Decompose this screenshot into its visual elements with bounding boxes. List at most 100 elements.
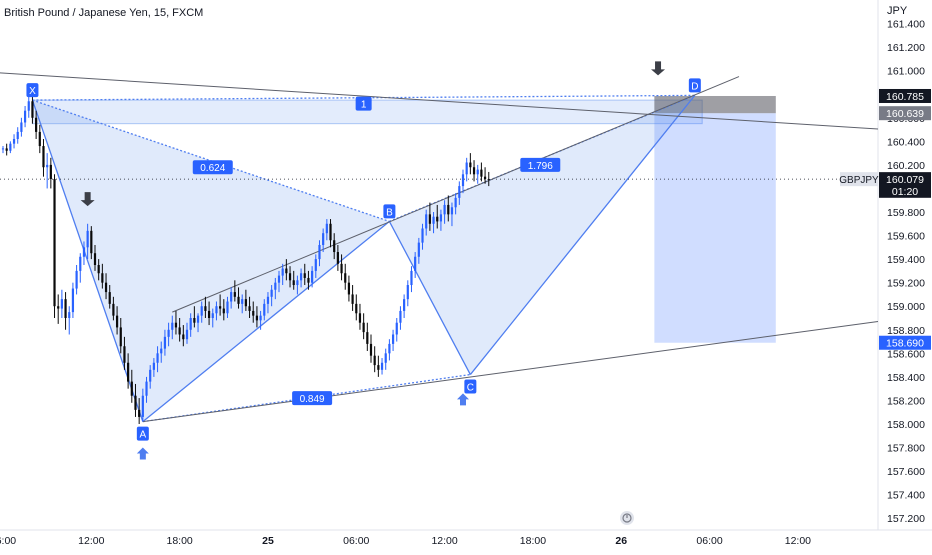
candle-body	[403, 299, 406, 311]
candle-body	[222, 308, 225, 314]
candle-body	[49, 164, 52, 180]
candle-body	[358, 313, 362, 323]
candle-body	[130, 381, 133, 396]
x-tick-label: 25	[262, 535, 274, 547]
point-label-bg	[26, 83, 39, 98]
candle-body	[82, 247, 86, 257]
candle-body	[285, 268, 288, 274]
candle-body	[112, 303, 115, 316]
candle-body	[23, 110, 27, 123]
y-tick-label: 161.400	[887, 19, 925, 31]
y-tick-label: 159.000	[887, 301, 925, 313]
candle-body	[421, 228, 424, 243]
price-badge-bg	[879, 106, 931, 121]
currency-label: JPY	[887, 5, 908, 17]
candle-body	[266, 296, 270, 304]
candle-body	[476, 169, 479, 175]
candle-body	[149, 369, 152, 382]
candle-body	[395, 322, 398, 335]
candle-body	[263, 303, 266, 316]
candle-body	[461, 174, 465, 187]
candle-body	[90, 230, 93, 254]
x-tick-label: 12:00	[78, 535, 104, 547]
candle-body	[299, 273, 303, 281]
candle-body	[417, 242, 420, 257]
y-tick-label: 158.000	[887, 419, 925, 431]
price-badge: 160.785	[886, 91, 924, 103]
candle-body	[211, 313, 214, 318]
candle-body	[380, 362, 384, 370]
ratio-label-bg	[520, 157, 561, 172]
arrow-up-icon	[457, 393, 469, 406]
candle-body	[31, 101, 34, 118]
candle-body	[16, 131, 19, 139]
x-tick-label: 26	[615, 535, 627, 547]
ab-leg	[142, 220, 390, 423]
candle-body	[362, 322, 365, 333]
labels-layer: X A B C D 1 0.624 1.796 0.849	[26, 78, 701, 441]
candle-body	[366, 332, 369, 344]
ratio-label-bg	[192, 160, 233, 175]
y-tick-label: 159.800	[887, 207, 925, 219]
candle-body	[241, 299, 244, 304]
candle-body	[193, 318, 196, 323]
candle-body	[333, 240, 336, 253]
candle-body	[75, 270, 78, 289]
candle-body	[226, 301, 229, 314]
price-badge: 160.639	[886, 108, 924, 120]
candle-body	[369, 343, 373, 356]
candle-body	[469, 162, 472, 168]
position-box-layer	[654, 95, 776, 343]
ratio-label: 1	[361, 100, 367, 111]
price-badge-bg	[879, 88, 931, 103]
x-tick-label: 12:00	[431, 535, 457, 547]
price-badge-bg	[879, 183, 931, 198]
candle-body	[53, 179, 56, 307]
candle-body	[156, 353, 159, 363]
candle-body	[270, 289, 273, 297]
candle-body	[12, 138, 16, 144]
candle-body	[9, 143, 12, 151]
candle-body	[311, 270, 314, 283]
x-tick-label: 06:00	[343, 535, 369, 547]
candle-body	[237, 296, 240, 304]
y-tick-label: 157.200	[887, 513, 925, 525]
price-badge-bg	[879, 335, 931, 350]
candle-body	[178, 327, 181, 335]
bc-leg	[388, 221, 471, 375]
x-axis-ticks: 06:00 12:00 18:00 25 06:00 12:00 18:00 26 06:00 1…	[0, 535, 811, 547]
candle-body	[483, 176, 487, 180]
candle-body	[71, 288, 75, 313]
candle-body	[68, 312, 71, 318]
candle-body	[134, 395, 137, 410]
candle-body	[388, 343, 391, 354]
candle-body	[425, 214, 428, 229]
price-badge: 01:20	[892, 186, 918, 198]
candle-body	[248, 306, 251, 311]
candle-body	[439, 214, 443, 222]
candle-body	[325, 223, 328, 234]
y-tick-label: 160.400	[887, 136, 925, 148]
candle-body	[152, 362, 155, 370]
candle-body	[329, 223, 332, 241]
trend-line	[142, 320, 879, 423]
candle-body	[244, 299, 247, 307]
candle-body	[252, 310, 255, 316]
candle-body	[391, 334, 395, 344]
candle-body	[163, 336, 167, 349]
candle-body	[115, 315, 119, 328]
candle-body	[219, 306, 222, 309]
candle-body	[5, 148, 8, 151]
candle-body	[377, 365, 380, 370]
candle-body	[454, 197, 457, 208]
candle-body	[373, 355, 376, 366]
candle-body	[171, 322, 174, 330]
time-zone-icon[interactable]	[620, 511, 634, 525]
candle-body	[259, 315, 262, 321]
candle-body	[189, 318, 192, 330]
candle-body	[1, 148, 5, 150]
candle-body	[410, 270, 413, 286]
